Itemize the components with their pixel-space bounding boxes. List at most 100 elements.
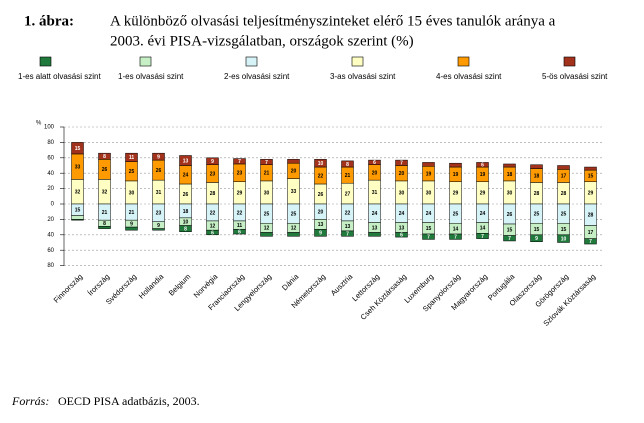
value-label: 15 [534, 227, 540, 233]
value-label: 7 [427, 235, 430, 241]
value-label: 13 [183, 158, 189, 164]
figure-label: 1. ábra: [24, 13, 74, 29]
value-label: 22 [237, 210, 243, 216]
value-label: 33 [75, 164, 81, 170]
bar-segment [476, 162, 489, 168]
value-label: 8 [184, 226, 187, 232]
value-label: 6 [211, 230, 214, 236]
y-tick-label: 80 [47, 263, 54, 269]
legend-swatch [39, 56, 52, 67]
value-label: 15 [75, 208, 81, 214]
value-label: 7 [508, 236, 511, 242]
source: OECD PISA adatbázis, 2003. [58, 394, 200, 408]
chart-title: 2003. évi PISA-vizsgálatban, országok sz… [110, 33, 414, 49]
value-label: 7 [346, 231, 349, 237]
value-label: 30 [399, 190, 405, 196]
x-tick-label: Finnország [52, 272, 85, 305]
value-label: 18 [183, 209, 189, 215]
bar-segment [206, 229, 219, 236]
value-label: 21 [345, 173, 351, 179]
value-label: 23 [210, 171, 216, 177]
value-label: 13 [372, 225, 378, 231]
bar-segment [125, 152, 138, 162]
value-label: 29 [480, 191, 486, 197]
value-label: 14 [453, 226, 459, 232]
value-label: 25 [561, 211, 567, 217]
value-label: 8 [346, 162, 349, 168]
value-label: 22 [345, 210, 351, 216]
value-label: 31 [156, 190, 162, 196]
y-tick-label: 20 [47, 217, 54, 223]
legend-label: 1-es alatt olvasási szint [18, 72, 101, 81]
bar-segment [260, 232, 273, 237]
bar-segment [449, 162, 462, 168]
legend-swatch [139, 56, 152, 67]
bar-segment [233, 158, 246, 165]
x-tick-label: Dánia [280, 271, 301, 292]
x-tick-label: Belgium [167, 272, 193, 298]
value-label: 21 [102, 210, 108, 216]
bar-segment [530, 164, 543, 169]
value-label: 8 [103, 221, 106, 227]
value-label: 22 [318, 173, 324, 179]
bar-segment [395, 232, 408, 238]
y-tick-label: 20 [47, 186, 54, 192]
legend-label: 2-es olvasási szint [224, 72, 290, 81]
value-label: 24 [183, 173, 189, 179]
bar-segment [314, 229, 327, 237]
value-label: 30 [507, 190, 513, 196]
value-label: 6 [400, 233, 403, 239]
value-label: 13 [318, 222, 324, 228]
bar-segment [125, 226, 138, 231]
value-label: 26 [507, 212, 513, 218]
bar-segment [71, 219, 84, 221]
value-label: 26 [156, 168, 162, 174]
value-label: 17 [588, 230, 594, 236]
value-label: 33 [291, 189, 297, 195]
value-label: 6 [238, 230, 241, 236]
value-label: 17 [561, 174, 567, 180]
value-label: 9 [211, 159, 214, 165]
value-label: 15 [507, 228, 513, 234]
value-label: 9 [130, 221, 133, 227]
value-label: 21 [264, 171, 270, 177]
value-label: 6 [373, 160, 376, 166]
value-label: 23 [156, 211, 162, 217]
bar-segment [233, 229, 246, 235]
value-label: 14 [480, 226, 486, 232]
bar-segment [341, 160, 354, 168]
y-axis-label: % [36, 121, 42, 127]
value-label: 9 [319, 231, 322, 237]
x-tick-label: Írország [86, 272, 112, 298]
value-label: 20 [291, 169, 297, 175]
bar-segment [152, 228, 165, 231]
bar-segment [71, 215, 84, 220]
value-label: 24 [480, 211, 486, 217]
legend-swatch [245, 56, 258, 67]
value-label: 20 [372, 170, 378, 176]
value-label: 15 [561, 227, 567, 233]
value-label: 28 [534, 191, 540, 197]
chart-title: A különböző olvasási teljesítményszintek… [110, 13, 556, 29]
bar-segment [179, 155, 192, 166]
x-tick-label: Szlovák Köztársaság [541, 272, 597, 328]
bar-segment [557, 234, 570, 243]
value-label: 28 [210, 191, 216, 197]
y-tick-label: 100 [44, 125, 55, 131]
value-label: 29 [453, 191, 459, 197]
value-label: 23 [237, 171, 243, 177]
value-label: 32 [75, 190, 81, 196]
value-label: 25 [291, 211, 297, 217]
bar-segment [206, 157, 219, 165]
bar-segment [530, 234, 543, 242]
value-label: 8 [103, 154, 106, 160]
bar-segment [341, 230, 354, 237]
legend-label: 3-as olvasási szint [330, 72, 396, 81]
value-label: 7 [454, 235, 457, 241]
value-label: 18 [507, 172, 513, 178]
value-label: 7 [400, 161, 403, 167]
x-tick-label: Hollandia [137, 271, 166, 300]
y-tick-label: 0 [51, 202, 55, 208]
y-tick-label: 80 [47, 140, 54, 146]
value-label: 11 [129, 155, 135, 161]
